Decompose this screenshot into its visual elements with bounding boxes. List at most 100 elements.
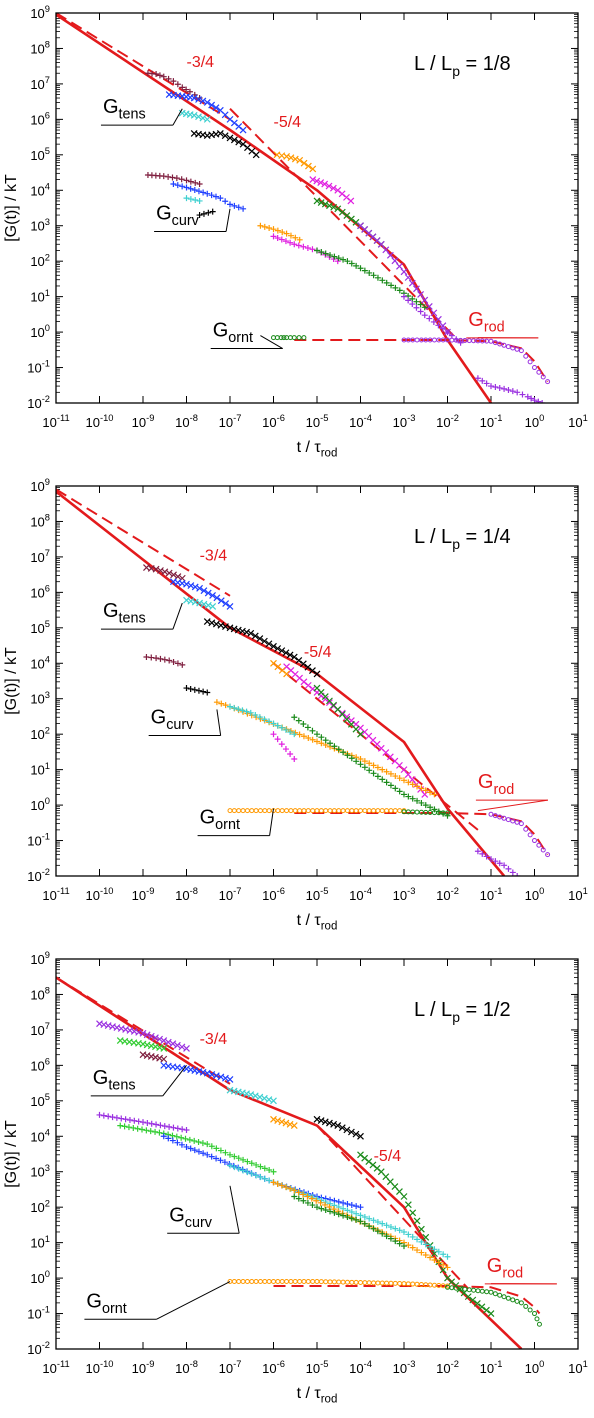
data-point <box>270 226 277 233</box>
data-point <box>290 653 298 661</box>
data-point <box>357 1218 364 1225</box>
y-tick-label: 105 <box>30 1092 50 1109</box>
data-point <box>209 208 216 215</box>
data-point <box>501 862 508 869</box>
data-point <box>408 279 416 287</box>
data-point <box>401 1228 407 1235</box>
data-point <box>200 688 207 695</box>
data-point <box>492 384 499 391</box>
data-point <box>275 808 281 814</box>
data-point <box>344 1200 351 1207</box>
data-point <box>178 176 185 183</box>
x-tick-label: 10-11 <box>42 413 69 430</box>
data-point <box>300 733 307 740</box>
data-point <box>260 637 268 645</box>
data-point <box>348 260 355 267</box>
data-point <box>527 832 533 838</box>
y-tick-label: 106 <box>30 111 50 128</box>
data-point <box>353 1279 359 1285</box>
data-point <box>527 1307 533 1313</box>
data-point <box>288 808 294 814</box>
y-axis-label: [G(t)] / kT <box>3 647 20 715</box>
data-point <box>440 1261 447 1268</box>
data-point <box>344 1214 351 1221</box>
data-point <box>314 1279 320 1285</box>
data-point <box>327 1200 334 1207</box>
data-point <box>497 341 503 347</box>
data-point <box>305 1192 312 1199</box>
data-point <box>291 731 298 738</box>
data-point <box>366 1215 373 1222</box>
data-point <box>331 743 338 750</box>
x-tick-label: 10-9 <box>132 886 155 903</box>
data-point <box>308 1195 315 1202</box>
data-point <box>304 245 311 252</box>
data-point <box>221 132 229 140</box>
data-point <box>396 262 403 270</box>
data-point <box>265 1096 273 1103</box>
data-point <box>261 1165 268 1172</box>
data-point <box>173 1041 181 1049</box>
data-point <box>488 856 494 863</box>
data-point <box>497 1292 503 1298</box>
x-tick-label: 10-4 <box>349 886 372 903</box>
data-point <box>344 258 351 265</box>
data-point <box>370 762 377 769</box>
data-point <box>317 179 325 186</box>
data-point <box>152 1128 159 1135</box>
data-point <box>196 212 203 219</box>
data-point <box>496 384 503 391</box>
x-tick-label: 10-1 <box>480 886 503 903</box>
data-point <box>221 1159 228 1166</box>
data-point <box>260 1094 268 1102</box>
data-point <box>326 1204 333 1211</box>
chart-panel-1: 10-11 10-10 10-9 10-8 10-7 10-6 10-5 10-4 10-3 10… <box>0 0 594 470</box>
data-point <box>357 755 364 762</box>
data-point <box>334 205 342 213</box>
data-point <box>169 174 176 181</box>
data-point <box>309 246 316 253</box>
x-axis-label: t / τrod <box>297 912 338 932</box>
data-point <box>240 1167 247 1174</box>
data-point <box>353 808 359 814</box>
data-point <box>314 731 320 738</box>
curve-label: Gtens <box>93 1067 136 1094</box>
data-point <box>300 243 307 250</box>
data-point <box>278 236 285 243</box>
y-tick-label: 109 <box>30 477 50 494</box>
data-point <box>375 808 381 814</box>
axis-ticks <box>55 958 579 1350</box>
data-point <box>514 873 521 876</box>
data-point <box>170 658 177 665</box>
data-point <box>309 736 316 743</box>
slope-annotation: -3/4 <box>187 54 215 71</box>
data-point <box>235 706 242 713</box>
x-tick-label: 10-8 <box>175 1359 198 1376</box>
data-point <box>392 808 398 814</box>
data-point <box>331 1202 338 1209</box>
data-point <box>314 247 320 254</box>
data-point <box>183 1127 190 1134</box>
data-point <box>240 1279 246 1285</box>
data-point <box>396 1227 403 1234</box>
data-point <box>386 251 394 259</box>
y-tick-label: 103 <box>30 1163 50 1180</box>
data-point <box>336 808 342 814</box>
data-point <box>165 1135 172 1142</box>
data-point <box>318 1205 325 1212</box>
data-point <box>270 1168 277 1175</box>
data-point <box>183 1045 190 1052</box>
data-point <box>501 815 507 821</box>
data-point <box>282 746 289 753</box>
data-point <box>186 88 193 95</box>
series-line <box>56 976 523 1349</box>
data-point <box>318 740 325 747</box>
data-point <box>435 322 442 329</box>
data-point <box>545 852 551 858</box>
data-point <box>431 791 438 798</box>
data-point <box>156 1035 164 1043</box>
data-point <box>235 138 243 146</box>
data-point <box>301 335 307 341</box>
data-point <box>488 811 494 817</box>
data-point <box>310 808 316 814</box>
